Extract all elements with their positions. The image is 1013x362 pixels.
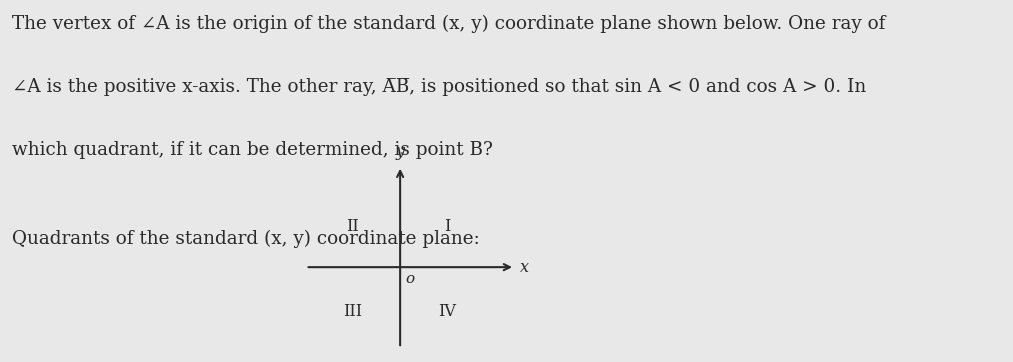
Text: II: II bbox=[346, 218, 360, 235]
Text: o: o bbox=[405, 272, 414, 286]
Text: IV: IV bbox=[439, 303, 456, 320]
Text: ∠A is the positive x-axis. The other ray, A̅B̅, is positioned so that sin A < 0 : ∠A is the positive x-axis. The other ray… bbox=[12, 78, 866, 96]
Text: x: x bbox=[521, 259, 530, 275]
Text: I: I bbox=[445, 218, 451, 235]
Text: The vertex of ∠A is the origin of the standard (x, y) coordinate plane shown bel: The vertex of ∠A is the origin of the st… bbox=[12, 14, 885, 33]
Text: III: III bbox=[343, 303, 363, 320]
Text: Quadrants of the standard (x, y) coordinate plane:: Quadrants of the standard (x, y) coordin… bbox=[12, 230, 480, 248]
Text: which quadrant, if it can be determined, is point B?: which quadrant, if it can be determined,… bbox=[12, 141, 493, 159]
Text: y: y bbox=[396, 143, 404, 160]
